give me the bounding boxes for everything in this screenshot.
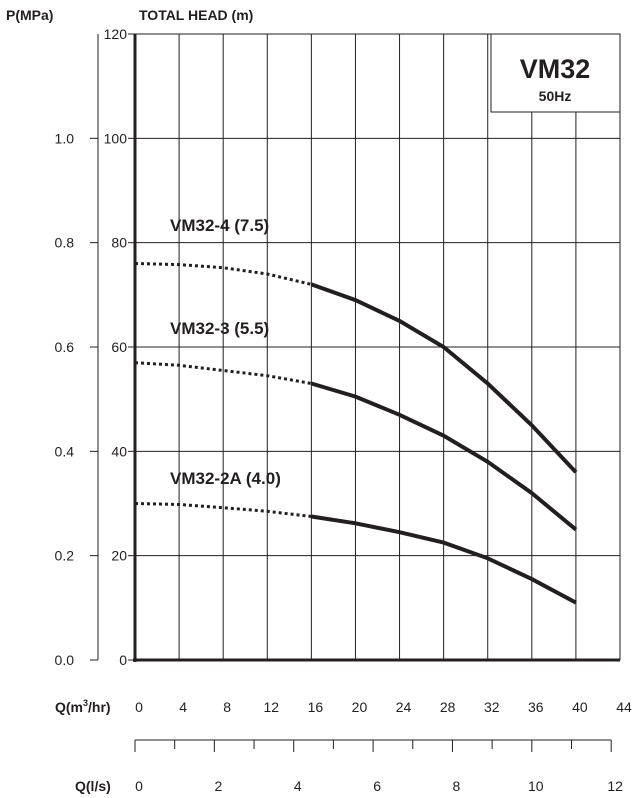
pressure-axis: 0.0 0.2 0.4 0.6 0.8 1.0 [55, 34, 99, 668]
flow-ls-tick-label: 4 [294, 778, 302, 794]
curve-solid-series-1 [310, 381, 578, 532]
pressure-tick-label: 0.8 [55, 235, 75, 251]
pressure-tick-label: 0.6 [55, 339, 75, 355]
head-tick-label: 80 [111, 235, 127, 251]
head-tick-label: 20 [111, 548, 127, 564]
flow-ls-tick-label: 8 [453, 778, 461, 794]
curve-solid-series-0 [310, 282, 578, 474]
model-title: VM32 [520, 54, 591, 84]
flow-m3-tick-label: 44 [616, 699, 632, 715]
flow-ls-axis-title: Q(l/s) [75, 778, 111, 794]
flow-m3-axis: 0 4 8 12 16 20 24 28 32 36 40 44 [135, 699, 632, 715]
flow-m3-tick-label: 16 [308, 699, 324, 715]
flow-m3-tick-label: 36 [528, 699, 544, 715]
flow-m3-tick-label: 24 [396, 699, 412, 715]
pressure-tick-label: 1.0 [55, 130, 75, 146]
head-tick-label: 60 [111, 339, 127, 355]
flow-m3-tick-label: 28 [440, 699, 456, 715]
flow-m3-tick-label: 40 [572, 699, 588, 715]
pressure-tick-label: 0.2 [55, 548, 75, 564]
flow-ls-tick-label: 2 [214, 778, 222, 794]
series-label-vm32-2a: VM32-2A (4.0) [170, 469, 281, 488]
plot-frame [133, 33, 621, 662]
flow-ls-tick-label: 12 [607, 778, 623, 794]
flow-m3-axis-title: Q(m3/hr) [55, 698, 111, 715]
pressure-tick-label: 0.4 [55, 443, 75, 459]
pressure-axis-title: P(MPa) [6, 7, 53, 23]
series-label-vm32-4: VM32-4 (7.5) [170, 216, 269, 235]
flow-m3-tick-label: 0 [135, 699, 143, 715]
flow-m3-tick-label: 4 [179, 699, 187, 715]
model-frequency: 50Hz [539, 88, 572, 104]
flow-m3-tick-label: 20 [352, 699, 368, 715]
head-tick-label: 40 [111, 443, 127, 459]
flow-m3-tick-label: 12 [263, 699, 279, 715]
head-tick-label: 120 [104, 26, 128, 42]
head-tick-label: 0 [119, 652, 127, 668]
model-box: VM32 50Hz [490, 33, 621, 113]
flow-ls-tick-label: 0 [135, 778, 143, 794]
flow-ls-axis: 0 2 4 6 8 10 12 [134, 739, 623, 794]
head-axis-title: TOTAL HEAD (m) [139, 7, 253, 23]
flow-ls-tick-label: 10 [528, 778, 544, 794]
flow-m3-tick-label: 32 [484, 699, 500, 715]
series-label-vm32-3: VM32-3 (5.5) [170, 319, 269, 338]
flow-ls-tick-label: 6 [373, 778, 381, 794]
curve-solid-series-2 [311, 514, 577, 605]
grid [135, 34, 620, 660]
pressure-tick-label: 0.0 [55, 652, 75, 668]
head-tick-label: 100 [104, 130, 128, 146]
performance-curves [134, 262, 578, 605]
head-axis: 0 20 40 60 80 100 120 [104, 26, 135, 668]
flow-m3-tick-label: 8 [223, 699, 231, 715]
